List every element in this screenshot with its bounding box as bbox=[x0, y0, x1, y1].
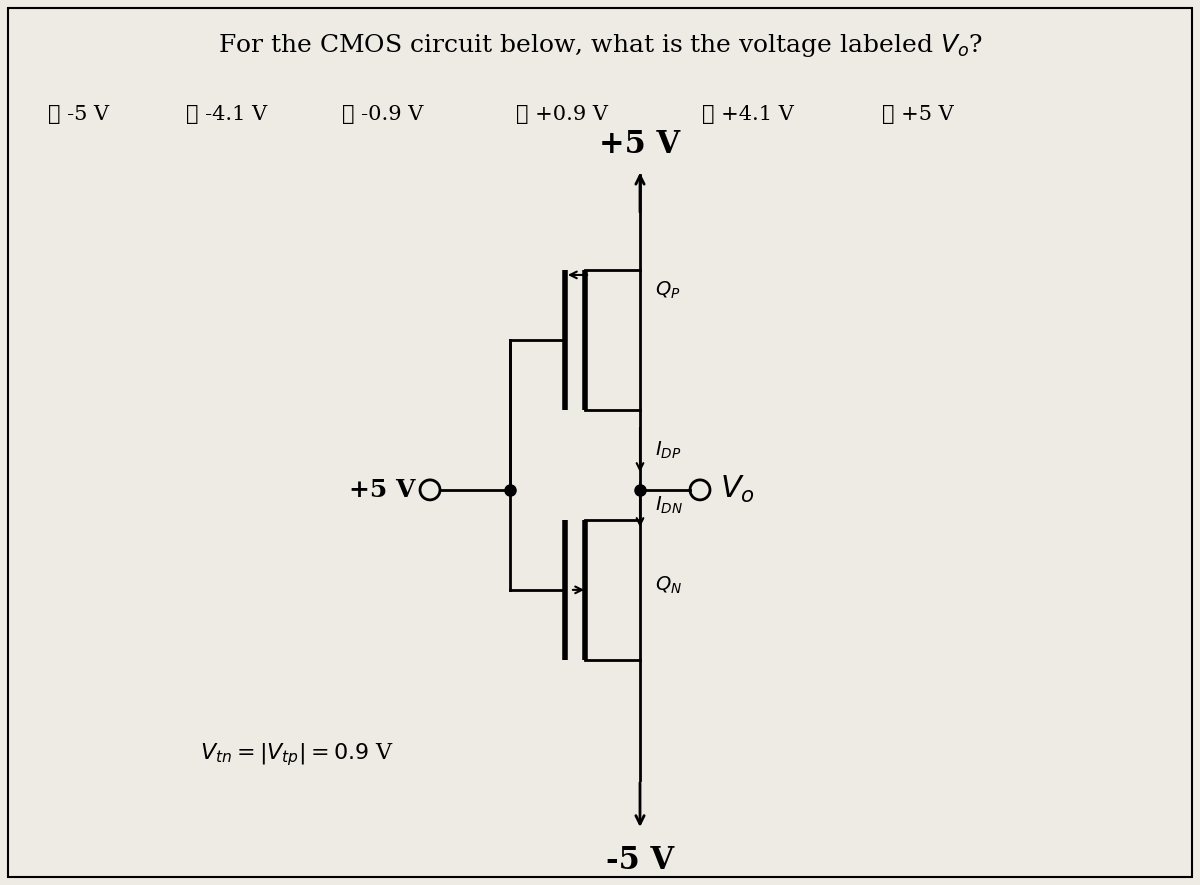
Text: $Q_P$: $Q_P$ bbox=[655, 280, 680, 301]
Text: $I_{DP}$: $I_{DP}$ bbox=[655, 439, 682, 460]
Text: $I_{DN}$: $I_{DN}$ bbox=[655, 494, 683, 516]
Text: +5 V: +5 V bbox=[349, 478, 415, 502]
Text: ☐ +0.9 V: ☐ +0.9 V bbox=[516, 105, 608, 124]
Text: ☐ -5 V: ☐ -5 V bbox=[48, 105, 109, 124]
Text: $Q_N$: $Q_N$ bbox=[655, 574, 682, 596]
Text: $V_{tn} = |V_{tp}| = 0.9$ V: $V_{tn} = |V_{tp}| = 0.9$ V bbox=[200, 742, 394, 768]
Text: -5 V: -5 V bbox=[606, 845, 674, 876]
Text: $V_o$: $V_o$ bbox=[720, 474, 755, 505]
Text: ☐ -0.9 V: ☐ -0.9 V bbox=[342, 105, 424, 124]
Text: +5 V: +5 V bbox=[600, 129, 680, 160]
Text: ☐ +4.1 V: ☐ +4.1 V bbox=[702, 105, 794, 124]
Text: For the CMOS circuit below, what is the voltage labeled $V_o$?: For the CMOS circuit below, what is the … bbox=[217, 32, 983, 59]
Text: ☐ +5 V: ☐ +5 V bbox=[882, 105, 954, 124]
Text: ☐ -4.1 V: ☐ -4.1 V bbox=[186, 105, 268, 124]
